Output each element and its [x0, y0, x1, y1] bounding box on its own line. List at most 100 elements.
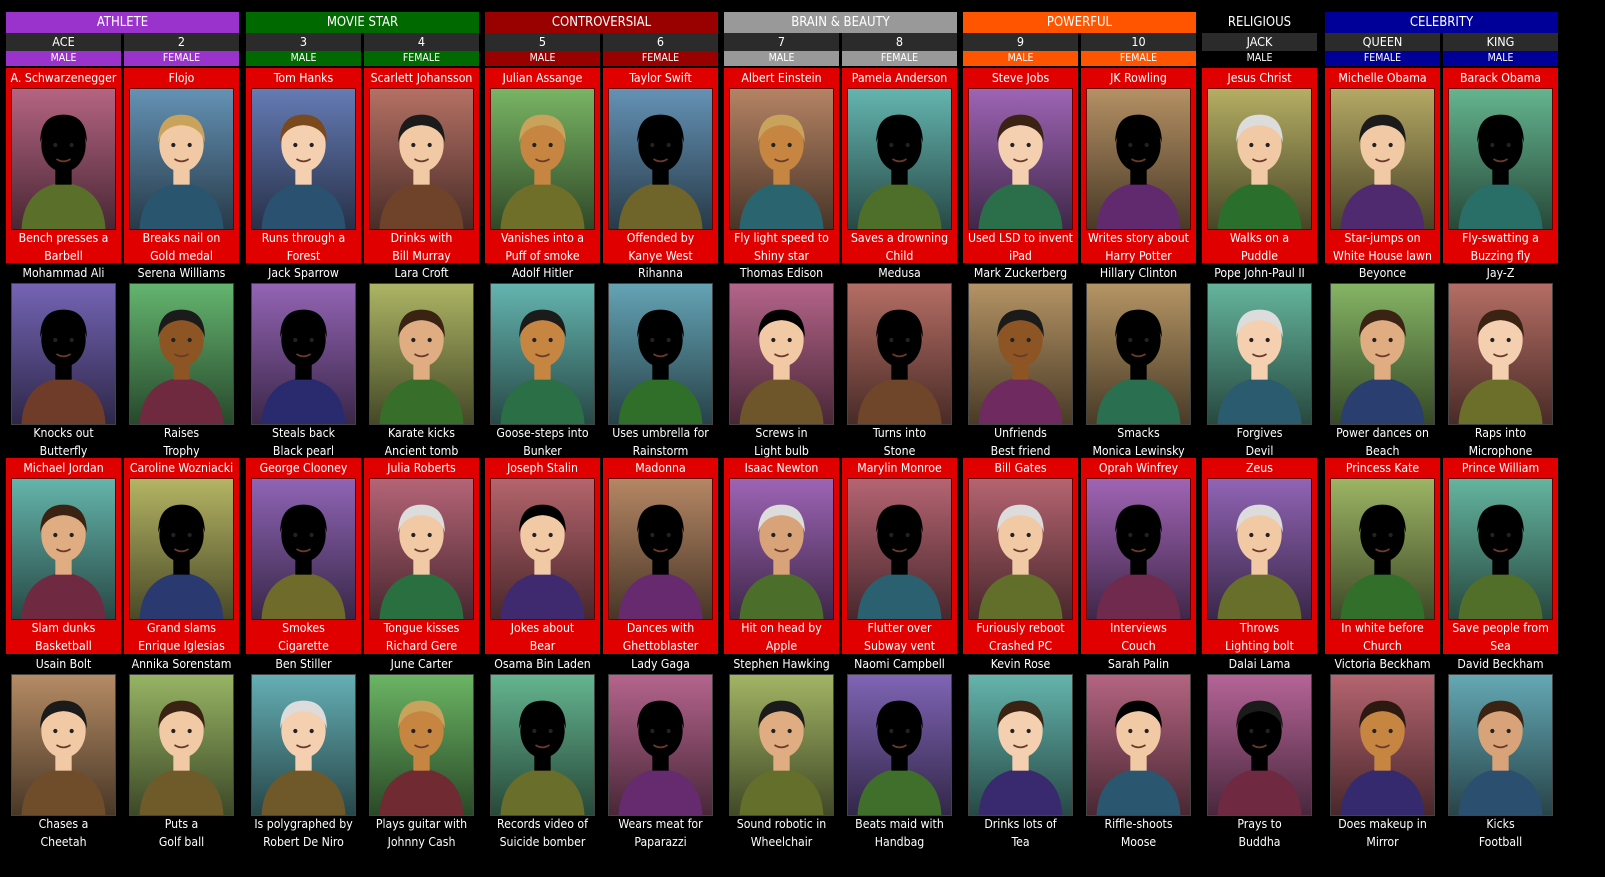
card-flojo[interactable]: Flojo Breaks nail on Gold medal: [124, 68, 239, 264]
card-description: Smokes Cigarette: [246, 620, 361, 655]
card-mohammad-ali[interactable]: Mohammad Ali Knocks out Butterfly: [6, 263, 121, 459]
card-prince-william[interactable]: Prince William Save people from Sea: [1443, 458, 1558, 654]
card-ben-stiller[interactable]: Ben Stiller Is polygraphed by Robert De Ni…: [246, 654, 361, 850]
gender-label: MALE: [6, 51, 121, 66]
description-line-2: Golf ball: [158, 834, 205, 849]
description-line-2: Bear: [529, 638, 556, 653]
card-name: Lara Croft: [394, 266, 449, 280]
card-victoria-beckham[interactable]: Victoria Beckham Does makeup in Mirror: [1325, 654, 1440, 850]
card-description: Breaks nail on Gold medal: [124, 230, 239, 265]
portrait-image: [1330, 283, 1435, 425]
description-line-2: Wheelchair: [750, 834, 813, 849]
card-michelle-obama[interactable]: Michelle Obama Star-jumps on White House l…: [1325, 68, 1440, 264]
column-header-9: 9: [963, 33, 1078, 51]
card-name: Mohammad Ali: [22, 266, 105, 280]
card-pamela-anderson[interactable]: Pamela Anderson Saves a drowning Child: [842, 68, 957, 264]
card-name: Osama Bin Laden: [494, 657, 591, 671]
portrait-image: [729, 283, 834, 425]
card-george-clooney[interactable]: George Clooney Smokes Cigarette: [246, 458, 361, 654]
card-zeus[interactable]: Zeus Throws Lighting bolt: [1202, 458, 1317, 654]
card-jack-sparrow[interactable]: Jack Sparrow Steals back Black pearl: [246, 263, 361, 459]
card-marylin-monroe[interactable]: Marylin Monroe Flutter over Subway vent: [842, 458, 957, 654]
card-description: Interviews Couch: [1081, 620, 1196, 655]
card-bill-gates[interactable]: Bill Gates Furiously reboot Crashed PC: [963, 458, 1078, 654]
description-line-1: Power dances on: [1336, 426, 1429, 440]
card-name: Madonna: [635, 461, 686, 475]
card-lara-croft[interactable]: Lara Croft Karate kicks Ancient tomb: [364, 263, 479, 459]
card-steve-jobs[interactable]: Steve Jobs Used LSD to invent iPad: [963, 68, 1078, 264]
card-name: Medusa: [878, 266, 921, 280]
card-description: Dances with Ghettoblaster: [603, 620, 718, 655]
description-line-1: Is polygraphed by: [254, 817, 353, 831]
card-david-beckham[interactable]: David Beckham Kicks Football: [1443, 654, 1558, 850]
card-isaac-newton[interactable]: Isaac Newton Hit on head by Apple: [724, 458, 839, 654]
portrait-image: [251, 674, 356, 816]
portrait-image: [729, 478, 834, 620]
card-dalai-lama[interactable]: Dalai Lama Prays to Buddha: [1202, 654, 1317, 850]
card-scarlett-johansson[interactable]: Scarlett Johansson Drinks with Bill Murray: [364, 68, 479, 264]
card-mark-zuckerberg[interactable]: Mark Zuckerberg Unfriends Best friend: [963, 263, 1078, 459]
card-medusa[interactable]: Medusa Turns into Stone: [842, 263, 957, 459]
card-jay-z[interactable]: Jay-Z Raps into Microphone: [1443, 263, 1558, 459]
description-line-2: Lighting bolt: [1225, 638, 1294, 653]
card-rihanna[interactable]: Rihanna Uses umbrella for Rainstorm: [603, 263, 718, 459]
portrait-image: [608, 674, 713, 816]
portrait-image: [1086, 478, 1191, 620]
card-description: Flutter over Subway vent: [842, 620, 957, 655]
card-jesus-christ[interactable]: Jesus Christ Walks on a Puddle: [1202, 68, 1317, 264]
card-julian-assange[interactable]: Julian Assange Vanishes into a Puff of smo…: [485, 68, 600, 264]
card-tom-hanks[interactable]: Tom Hanks Runs through a Forest: [246, 68, 361, 264]
card-kevin-rose[interactable]: Kevin Rose Drinks lots of Tea: [963, 654, 1078, 850]
card-michael-jordan[interactable]: Michael Jordan Slam dunks Basketball: [6, 458, 121, 654]
portrait-image: [129, 88, 234, 230]
card-sarah-palin[interactable]: Sarah Palin Riffle-shoots Moose: [1081, 654, 1196, 850]
card-taylor-swift[interactable]: Taylor Swift Offended by Kanye West: [603, 68, 718, 264]
card-thomas-edison[interactable]: Thomas Edison Screws in Light bulb: [724, 263, 839, 459]
card-beyonce[interactable]: Beyonce Power dances on Beach: [1325, 263, 1440, 459]
column-header-king: KING: [1443, 33, 1558, 51]
card-description: In white before Church: [1325, 620, 1440, 655]
portrait-image: [1448, 478, 1553, 620]
card-lady-gaga[interactable]: Lady Gaga Wears meat for Paparazzi: [603, 654, 718, 850]
card-hillary-clinton[interactable]: Hillary Clinton Smacks Monica Lewinsky: [1081, 263, 1196, 459]
card-name: Mark Zuckerberg: [973, 266, 1068, 280]
portrait-image: [369, 478, 474, 620]
card-albert-einstein[interactable]: Albert Einstein Fly light speed to Shiny s…: [724, 68, 839, 264]
card-description: Uses umbrella for Rainstorm: [603, 425, 718, 460]
card-pope-john-paul-ii[interactable]: Pope John-Paul II Forgives Devil: [1202, 263, 1317, 459]
card-oprah-winfrey[interactable]: Oprah Winfrey Interviews Couch: [1081, 458, 1196, 654]
card-naomi-campbell[interactable]: Naomi Campbell Beats maid with Handbag: [842, 654, 957, 850]
description-line-1: Smacks: [1117, 426, 1160, 440]
description-line-1: Steals back: [271, 426, 336, 440]
card-name: Naomi Campbell: [854, 657, 945, 671]
description-line-2: Buzzing fly: [1470, 248, 1531, 263]
card-jk-rowling[interactable]: JK Rowling Writes story about Harry Potter: [1081, 68, 1196, 264]
card-madonna[interactable]: Madonna Dances with Ghettoblaster: [603, 458, 718, 654]
card-description: Riffle-shoots Moose: [1081, 816, 1196, 851]
card-barack-obama[interactable]: Barack Obama Fly-swatting a Buzzing fly: [1443, 68, 1558, 264]
card-usain-bolt[interactable]: Usain Bolt Chases a Cheetah: [6, 654, 121, 850]
gender-label: MALE: [1443, 51, 1558, 66]
card-june-carter[interactable]: June Carter Plays guitar with Johnny Cash: [364, 654, 479, 850]
card-a-schwarzenegger[interactable]: A. Schwarzenegger Bench presses a Barbell: [6, 68, 121, 264]
card-joseph-stalin[interactable]: Joseph Stalin Jokes about Bear: [485, 458, 600, 654]
description-line-1: Slam dunks: [31, 621, 96, 635]
card-julia-roberts[interactable]: Julia Roberts Tongue kisses Richard Gere: [364, 458, 479, 654]
description-line-1: Furiously reboot: [976, 621, 1065, 635]
card-annika-sorenstam[interactable]: Annika Sorenstam Puts a Golf ball: [124, 654, 239, 850]
category-header-controversial: CONTROVERSIAL: [485, 12, 718, 33]
portrait-image: [490, 674, 595, 816]
portrait-image: [1448, 88, 1553, 230]
description-line-2: Crashed PC: [988, 638, 1052, 653]
card-princess-kate[interactable]: Princess Kate In white before Church: [1325, 458, 1440, 654]
description-line-1: Karate kicks: [388, 426, 455, 440]
description-line-1: Used LSD to invent: [968, 231, 1073, 245]
card-description: Karate kicks Ancient tomb: [364, 425, 479, 460]
card-adolf-hitler[interactable]: Adolf Hitler Goose-steps into Bunker: [485, 263, 600, 459]
card-name: Adolf Hitler: [511, 266, 574, 280]
description-line-2: Rainstorm: [632, 443, 689, 458]
card-serena-williams[interactable]: Serena Williams Raises Trophy: [124, 263, 239, 459]
card-caroline-wozniacki[interactable]: Caroline Wozniacki Grand slams Enrique Igl…: [124, 458, 239, 654]
card-osama-bin-laden[interactable]: Osama Bin Laden Records video of Suicide b…: [485, 654, 600, 850]
card-stephen-hawking[interactable]: Stephen Hawking Sound robotic in Wheelchai…: [724, 654, 839, 850]
